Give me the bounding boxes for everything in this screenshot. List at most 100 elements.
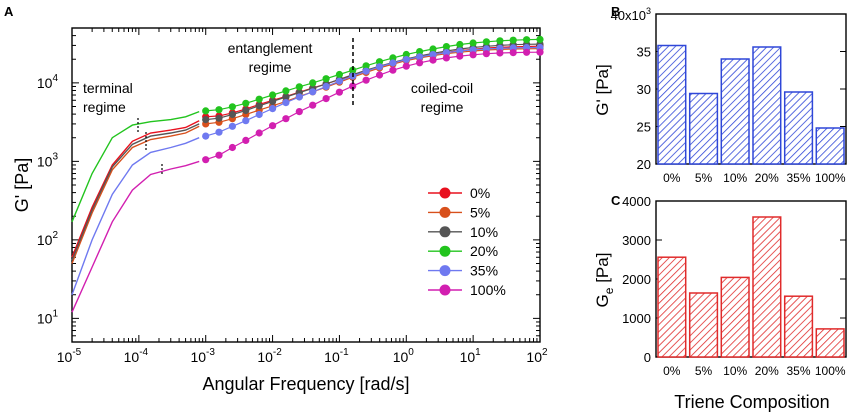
c-x-tick-label: 10% [723, 364, 747, 378]
data-point-100% [215, 151, 223, 159]
a-x-tick-label: 10-3 [190, 347, 215, 365]
bar-10% [720, 58, 750, 165]
a-y-tick-base: 10 [37, 75, 53, 91]
data-point-35% [375, 63, 384, 71]
fit-curve-20% [71, 110, 200, 223]
bar-20% [752, 46, 782, 165]
b-y-tick-label: 20 [637, 157, 651, 172]
data-point-100% [416, 59, 424, 67]
data-point-100% [309, 101, 317, 109]
data-point-20% [389, 54, 397, 62]
a-x-tick-base: 10 [57, 349, 73, 365]
a-y-tick-exp: 1 [52, 308, 58, 319]
legend-label-35%: 35% [470, 263, 498, 279]
b-x-tick-label: 10% [723, 171, 747, 185]
data-point-100% [509, 49, 517, 57]
a-x-tick-exp: 0 [408, 347, 414, 358]
b-y-tick-label: 30 [637, 82, 651, 97]
c-x-tick-label: 0% [663, 364, 681, 378]
a-x-tick-exp: -1 [340, 347, 349, 358]
data-point-20% [442, 43, 450, 51]
panel-b-multiplier-exp: 3 [646, 6, 651, 16]
data-point-100% [496, 49, 504, 57]
data-point-20% [295, 83, 303, 91]
bar-5% [688, 92, 719, 165]
data-point-35% [389, 59, 397, 67]
legend-label-100%: 100% [470, 282, 506, 298]
panel-a-fit-curves [71, 110, 200, 313]
annotation-entanglement-line2: regime [249, 59, 292, 75]
b-x-tick-label: 100% [815, 171, 846, 185]
data-point-35% [282, 99, 290, 107]
data-point-100% [402, 62, 410, 70]
data-point-10% [202, 116, 210, 124]
data-point-20% [335, 70, 343, 79]
data-point-100% [375, 71, 384, 79]
data-point-20% [482, 38, 490, 46]
a-y-tick-base: 10 [37, 153, 53, 169]
a-x-tick-base: 10 [393, 349, 409, 365]
panel-c-y-label-sub: e [602, 287, 616, 294]
bar-100% [815, 328, 845, 358]
legend-label-5%: 5% [470, 204, 490, 220]
a-x-tick-exp: 1 [475, 347, 481, 358]
panel-a-y-axis-label: G' [Pa] [12, 158, 32, 212]
panel-c-x-axis-label: Triene Composition [674, 392, 829, 412]
data-point-35% [215, 128, 223, 136]
panel-c-label: C [611, 193, 621, 208]
a-x-tick-exp: -5 [72, 347, 81, 358]
a-y-tick-exp: 2 [52, 230, 58, 241]
data-point-10% [282, 93, 290, 101]
data-point-100% [335, 88, 343, 96]
c-x-tick-label: 5% [695, 364, 713, 378]
c-y-tick-label: 2000 [622, 272, 651, 287]
panel-a: A 10-5 10-4 10-3 10-2 10-1 100 101 102 10110210… [4, 4, 548, 394]
a-x-tick-label: 10-4 [124, 347, 149, 365]
data-point-100% [255, 129, 263, 137]
a-x-tick-base: 10 [526, 349, 542, 365]
data-point-100% [322, 95, 330, 103]
data-point-10% [255, 102, 263, 110]
a-x-tick-base: 10 [190, 349, 206, 365]
b-y-tick-label: 25 [637, 120, 651, 135]
panel-b-bars [657, 44, 845, 165]
data-point-20% [215, 106, 223, 114]
c-x-tick-label: 100% [815, 364, 846, 378]
data-point-35% [228, 122, 236, 130]
panel-b: B 40x103 35 30 25 20 0% 5% 10% 20% 35% 100% G' [… [593, 4, 847, 185]
b-y-tick-label: 35 [637, 45, 651, 60]
data-point-35% [362, 67, 370, 75]
a-y-tick-exp: 4 [52, 73, 58, 84]
data-point-20% [375, 58, 384, 66]
data-point-10% [215, 114, 223, 122]
b-x-tick-label: 0% [663, 171, 681, 185]
data-point-20% [429, 45, 437, 53]
data-point-20% [456, 40, 464, 49]
a-x-tick-base: 10 [124, 349, 140, 365]
panel-b-x-tick-labels: 0% 5% 10% 20% 35% 100% [663, 171, 846, 185]
a-y-tick-exp: 3 [52, 151, 58, 162]
data-point-20% [242, 99, 250, 107]
b-x-tick-label: 35% [786, 171, 810, 185]
a-x-tick-base: 10 [460, 349, 476, 365]
data-point-100% [389, 66, 397, 74]
panel-a-series [202, 35, 544, 164]
legend-marker-20% [439, 245, 451, 257]
data-point-20% [228, 103, 236, 111]
a-x-tick-exp: 2 [542, 347, 548, 358]
regime-dividers [137, 38, 354, 176]
a-x-tick-label: 102 [526, 347, 548, 365]
data-point-100% [469, 51, 477, 59]
legend-marker-5% [439, 206, 451, 218]
fit-curve-5% [71, 125, 200, 264]
annotation-terminal-line1: terminal [83, 80, 133, 96]
fit-curve-100% [71, 160, 200, 313]
data-point-35% [402, 56, 410, 64]
legend-marker-35% [439, 265, 451, 277]
bar-0% [657, 44, 687, 165]
data-point-20% [536, 35, 544, 44]
a-x-tick-exp: -3 [206, 347, 215, 358]
a-x-tick-base: 10 [324, 349, 340, 365]
data-point-35% [202, 132, 210, 140]
fit-curve-35% [71, 137, 200, 295]
